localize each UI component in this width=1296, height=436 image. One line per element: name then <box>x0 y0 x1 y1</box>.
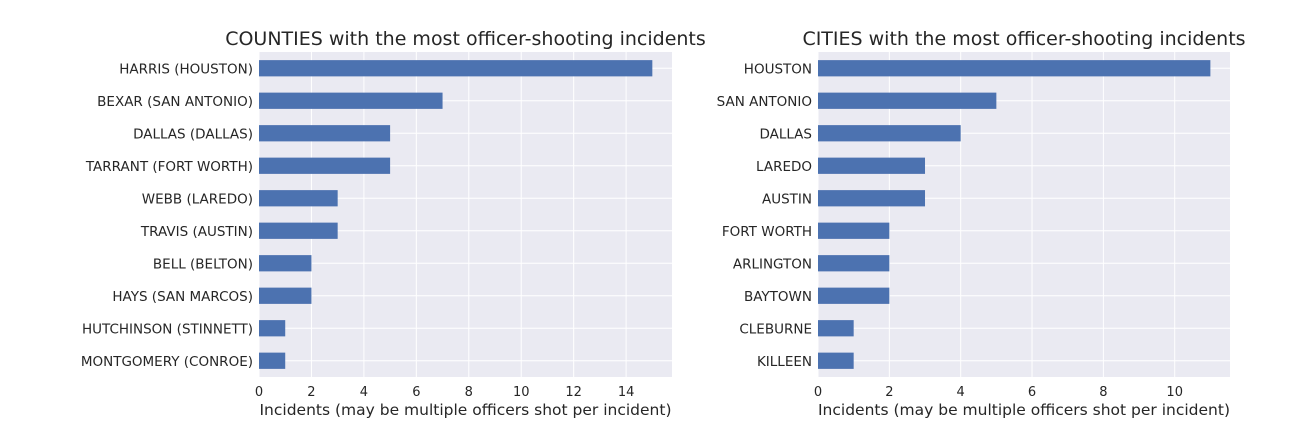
y-category-label: TARRANT (FORT WORTH) <box>85 159 253 175</box>
x-tick-label: 12 <box>565 385 582 400</box>
y-category-label: HOUSTON <box>744 61 812 77</box>
bar <box>818 190 926 207</box>
bar <box>259 157 391 174</box>
x-tick-label: 14 <box>618 385 635 400</box>
x-tick-label: 4 <box>360 385 368 400</box>
x-tick-label: 2 <box>885 385 893 400</box>
y-category-label: HAYS (SAN MARCOS) <box>112 289 253 305</box>
bar <box>818 92 997 109</box>
bar <box>818 222 890 239</box>
x-tick-label: 6 <box>412 385 420 400</box>
y-category-label: MONTGOMERY (CONROE) <box>81 354 253 370</box>
x-tick-label: 4 <box>957 385 965 400</box>
chart-panel-2: 0 2 4 6 8 10 HOUSTON SAN ANTONIO DALLAS LAREDO AUS… <box>717 28 1246 419</box>
y-category-label: TRAVIS (AUSTIN) <box>140 224 253 240</box>
x-tick-label: 8 <box>1099 385 1107 400</box>
bar <box>818 255 890 272</box>
bar <box>818 60 1211 77</box>
y-category-label: CLEBURNE <box>739 321 812 337</box>
y-category-label: FORT WORTH <box>722 224 812 240</box>
y-category-label: BELL (BELTON) <box>153 256 253 272</box>
y-category-label: HUTCHINSON (STINNETT) <box>82 321 253 337</box>
y-category-label: HARRIS (HOUSTON) <box>119 61 253 77</box>
bar <box>259 352 286 369</box>
bar <box>818 125 961 142</box>
bar <box>818 320 854 337</box>
y-category-label: WEBB (LAREDO) <box>142 191 253 207</box>
bar <box>818 157 926 174</box>
bar <box>259 60 653 77</box>
x-tick-label: 8 <box>465 385 473 400</box>
bar <box>818 352 854 369</box>
bar <box>818 287 890 304</box>
bar <box>259 320 286 337</box>
bar <box>259 125 391 142</box>
y-category-label: ARLINGTON <box>733 256 812 272</box>
y-category-label: LAREDO <box>756 159 812 175</box>
y-category-label: DALLAS (DALLAS) <box>133 126 253 142</box>
x-tick-label: 10 <box>1166 385 1183 400</box>
x-tick-label: 10 <box>513 385 530 400</box>
x-axis-label: Incidents (may be multiple officers shot… <box>818 401 1230 419</box>
y-category-label: BEXAR (SAN ANTONIO) <box>97 94 253 110</box>
chart-title: COUNTIES with the most officer-shooting … <box>225 28 706 50</box>
y-category-label: SAN ANTONIO <box>717 94 812 110</box>
bar <box>259 222 338 239</box>
x-tick-label: 6 <box>1028 385 1036 400</box>
bar <box>259 255 312 272</box>
bar <box>259 287 312 304</box>
y-category-label: BAYTOWN <box>744 289 812 305</box>
y-category-label: DALLAS <box>759 126 812 142</box>
y-category-label: AUSTIN <box>762 191 812 207</box>
bar <box>259 92 443 109</box>
y-category-label: KILLEEN <box>757 354 812 370</box>
bar <box>259 190 338 207</box>
x-axis-label: Incidents (may be multiple officers shot… <box>259 401 671 419</box>
x-tick-label: 2 <box>307 385 315 400</box>
chart-title: CITIES with the most officer-shooting in… <box>802 28 1245 50</box>
x-tick-label: 0 <box>255 385 263 400</box>
x-tick-label: 0 <box>814 385 822 400</box>
chart-panel-1: 0 2 4 6 8 10 12 14 HARRIS (HOUSTON) BEXAR (SAN AN… <box>81 28 706 419</box>
